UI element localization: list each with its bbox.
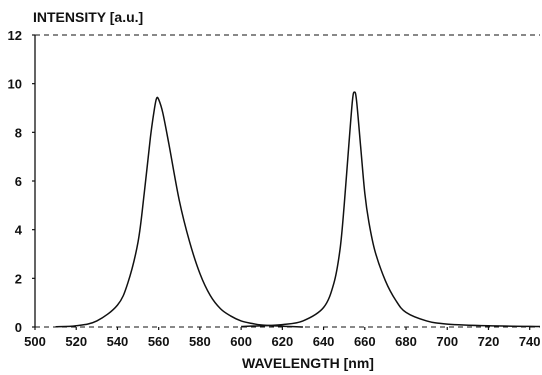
x-axis-title: WAVELENGTH [nm] (242, 355, 374, 371)
x-tick-label: 720 (478, 334, 500, 349)
x-tick-label: 600 (230, 334, 252, 349)
y-tick-label: 4 (15, 223, 23, 238)
x-tick-label: 580 (189, 334, 211, 349)
y-tick-label: 8 (15, 125, 22, 140)
x-tick-label: 680 (395, 334, 417, 349)
y-axis-title: INTENSITY [a.u.] (33, 9, 143, 25)
x-tick-label: 540 (107, 334, 129, 349)
x-tick-label: 740 (519, 334, 541, 349)
x-tick-label: 560 (148, 334, 170, 349)
axes (34, 34, 540, 328)
y-tick-label: 12 (8, 28, 22, 43)
x-tick-label: 520 (65, 334, 87, 349)
ticks: 0 2 4 6 8 10 12 500 520 540 560 580 600 620 640 660 680 7… (8, 28, 541, 349)
y-tick-label: 0 (15, 320, 22, 335)
y-tick-label: 10 (8, 77, 22, 92)
x-tick-label: 640 (313, 334, 335, 349)
series-line-1 (55, 96, 303, 328)
y-tick-label: 6 (15, 174, 22, 189)
x-tick-label: 500 (24, 334, 46, 349)
y-tick-label: 2 (15, 271, 22, 286)
x-tick-label: 700 (436, 334, 458, 349)
x-tick-label: 660 (354, 334, 376, 349)
x-tick-label: 620 (271, 334, 293, 349)
series-line-2 (241, 91, 541, 328)
series-group (55, 91, 541, 328)
